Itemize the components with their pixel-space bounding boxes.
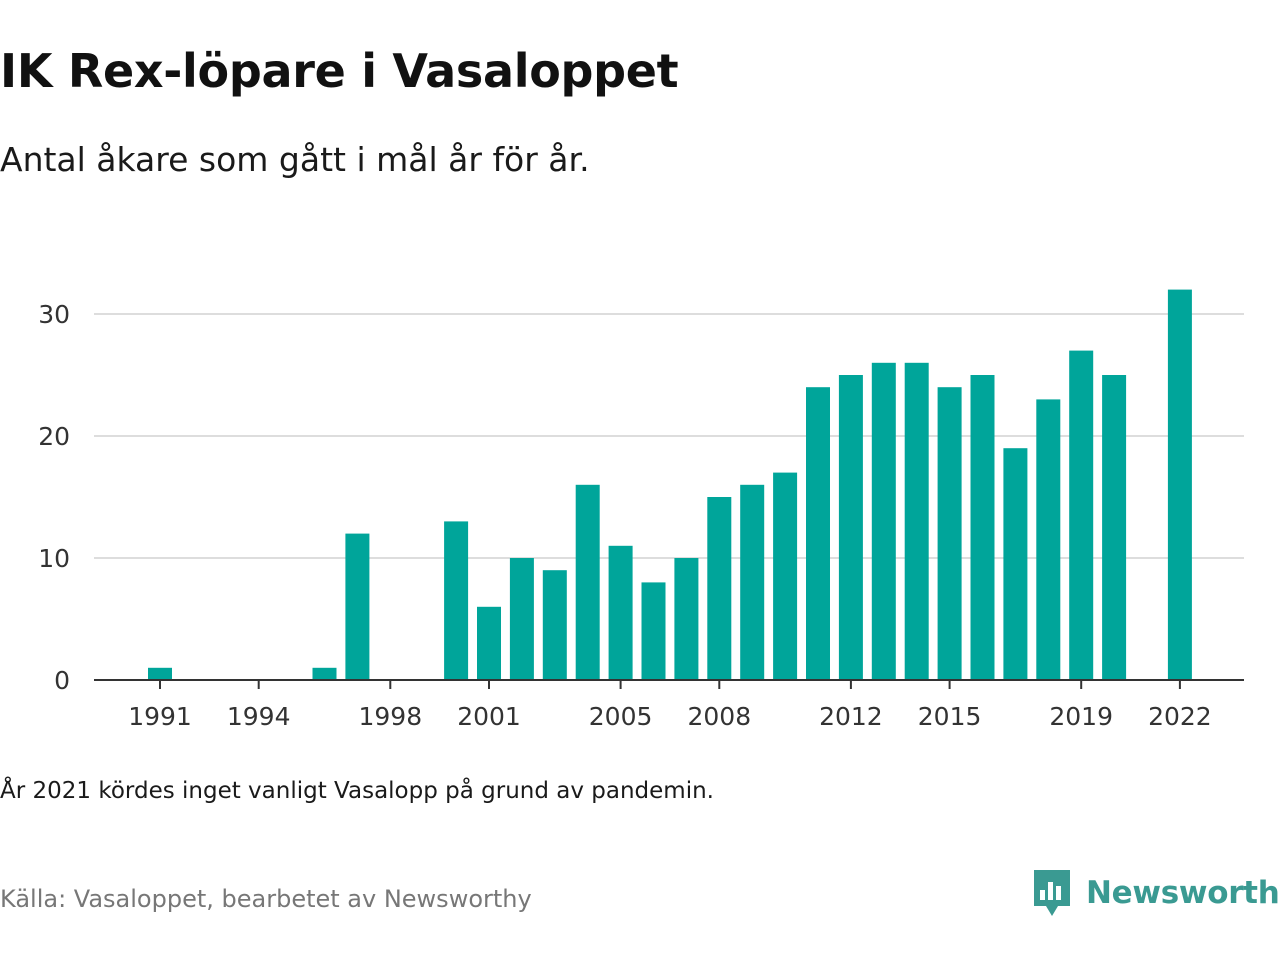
source-text: Källa: Vasaloppet, bearbetet av Newswort… (0, 885, 532, 913)
chart-title: IK Rex-löpare i Vasaloppet (0, 44, 679, 98)
bar-2008 (707, 497, 732, 680)
x-tick-label: 2008 (687, 702, 751, 731)
bar-2014 (904, 362, 929, 680)
brand-logo[interactable]: Newsworthy (1032, 868, 1280, 918)
bar-2013 (871, 362, 896, 680)
bar-2003 (542, 570, 567, 680)
bar-2001 (477, 606, 501, 680)
x-tick-label: 2015 (918, 702, 982, 731)
bar-2016 (970, 375, 995, 680)
bar-2009 (740, 484, 765, 680)
bar-2006 (641, 582, 666, 680)
bar-2018 (1036, 399, 1061, 680)
bar-2019 (1069, 350, 1094, 680)
bar-1991 (148, 667, 172, 680)
footnote: År 2021 kördes inget vanligt Vasalopp på… (0, 778, 714, 804)
x-tick-label: 1998 (358, 702, 422, 731)
x-tick-label: 1994 (227, 702, 291, 731)
newsworthy-logo-icon (1034, 870, 1070, 916)
x-axis (94, 679, 1244, 689)
y-tick-label: 0 (54, 666, 70, 695)
bar-2004 (575, 484, 600, 680)
x-tick-label: 2005 (589, 702, 653, 731)
x-tick-label: 2022 (1148, 702, 1212, 731)
x-tick-label: 2019 (1049, 702, 1113, 731)
bar-2017 (1003, 448, 1028, 680)
y-tick-label: 20 (38, 422, 70, 451)
bars (148, 289, 1192, 680)
y-tick-label: 30 (38, 300, 70, 329)
bar-2000 (444, 521, 469, 680)
chart-subtitle: Antal åkare som gått i mål år för år. (0, 140, 590, 179)
bar-2020 (1102, 375, 1127, 680)
x-tick-label: 2012 (819, 702, 883, 731)
brand-name: Newsworthy (1086, 875, 1280, 911)
bar-2005 (608, 545, 633, 680)
bar-1997 (345, 533, 370, 680)
bar-chart: 0 10 20 30 1991 1994 1998 2001 2005 2008 2012 2015… (38, 289, 1244, 731)
y-tick-labels: 0 10 20 30 (38, 300, 70, 695)
x-tick-label: 2001 (457, 702, 521, 731)
x-tick-label: 1991 (128, 702, 192, 731)
x-tick-labels: 1991 1994 1998 2001 2005 2008 2012 2015 2019 2022 (128, 702, 1212, 731)
bar-2015 (937, 387, 962, 680)
bar-1996 (312, 667, 337, 680)
bar-2022 (1167, 289, 1192, 680)
y-tick-label: 10 (38, 544, 70, 573)
bar-2002 (509, 558, 534, 680)
bar-2010 (773, 472, 798, 680)
bar-2012 (838, 375, 863, 680)
bar-2007 (674, 558, 699, 680)
bar-2011 (806, 387, 830, 680)
